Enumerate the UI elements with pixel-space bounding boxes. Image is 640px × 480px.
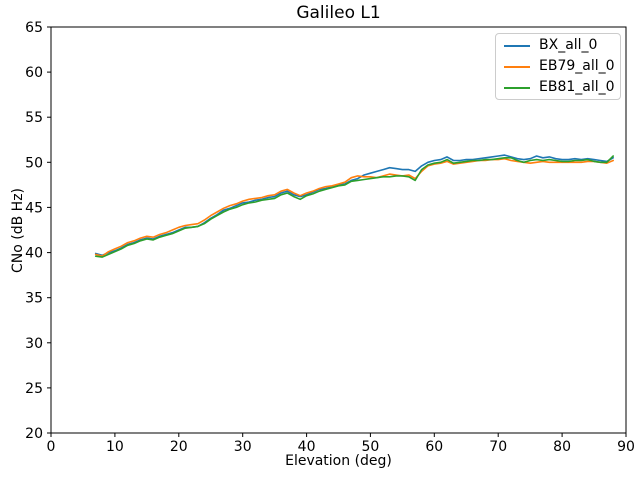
legend: BX_all_0 EB79_all_0 EB81_all_0 — [495, 33, 621, 100]
plot-border — [50, 26, 627, 434]
y-tick-label: 55 — [25, 110, 43, 126]
x-axis-label: Elevation (deg) — [285, 453, 392, 469]
series-line-EB81_all_0 — [94, 155, 615, 258]
y-tick-label: 25 — [25, 381, 43, 397]
legend-line-swatch — [504, 44, 530, 47]
y-tick-label: 35 — [25, 291, 43, 307]
series-line-EB79_all_0 — [94, 157, 615, 258]
y-tick-label: 40 — [25, 246, 43, 262]
legend-label: EB79_all_0 — [539, 58, 615, 74]
x-tick-label: 30 — [234, 439, 252, 455]
series-line-BX_all_0 — [94, 154, 615, 257]
legend-item: EB79_all_0 — [504, 58, 615, 75]
x-tick-label: 70 — [489, 439, 507, 455]
x-tick-label: 10 — [106, 439, 124, 455]
chart-title: Galileo L1 — [296, 3, 381, 23]
y-tick-label: 60 — [25, 65, 43, 81]
x-tick-label: 20 — [170, 439, 188, 455]
x-tick-label: 60 — [425, 439, 443, 455]
y-axis-label: CNo (dB Hz) — [10, 187, 26, 273]
legend-label: BX_all_0 — [539, 37, 598, 53]
x-tick-label: 0 — [47, 439, 56, 455]
y-tick-label: 30 — [25, 336, 43, 352]
y-tick-label: 65 — [25, 20, 43, 36]
y-tick-label: 20 — [25, 426, 43, 442]
y-tick-label: 50 — [25, 155, 43, 171]
legend-label: EB81_all_0 — [539, 79, 615, 95]
legend-line-swatch — [504, 86, 530, 89]
legend-item: EB81_all_0 — [504, 79, 615, 96]
x-tick-label: 40 — [298, 439, 316, 455]
y-tick-label: 45 — [25, 200, 43, 216]
legend-item: BX_all_0 — [504, 37, 612, 54]
x-tick-label: 90 — [617, 439, 635, 455]
x-tick-label: 80 — [553, 439, 571, 455]
x-tick-label: 50 — [361, 439, 379, 455]
legend-line-swatch — [504, 65, 530, 68]
